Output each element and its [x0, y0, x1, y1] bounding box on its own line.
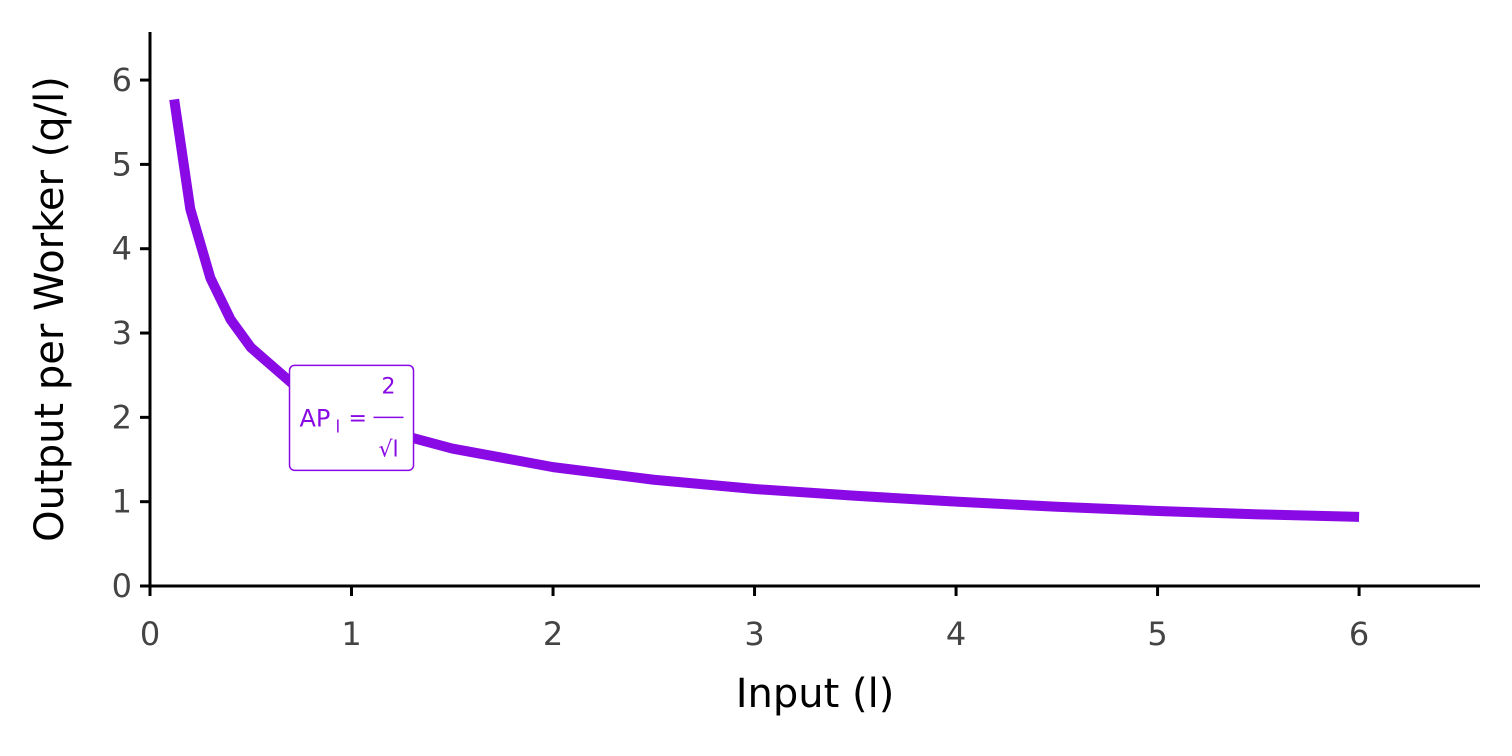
x-tick-label: 4	[946, 615, 966, 653]
y-tick-label: 2	[112, 398, 132, 436]
y-tick-label: 5	[112, 145, 132, 183]
y-axis-title: Output per Worker (q/l)	[27, 76, 73, 542]
x-tick-label: 0	[140, 615, 160, 653]
y-tick-label: 0	[112, 567, 132, 605]
data-line	[169, 98, 1360, 522]
annotation-main: AP	[300, 404, 331, 432]
y-tick-label: 4	[112, 230, 132, 268]
x-axis-title: Input (l)	[736, 671, 895, 717]
annotation-equals: =	[349, 406, 367, 431]
annotation-denominator: √l	[378, 437, 398, 462]
x-tick-label: 3	[744, 615, 764, 653]
x-tick-label: 2	[543, 615, 563, 653]
x-tick-label: 5	[1147, 615, 1167, 653]
y-tick-label: 6	[112, 61, 132, 99]
annotation-box	[288, 364, 415, 472]
y-tick-label: 1	[112, 483, 132, 521]
annotation-numerator: 2	[382, 374, 396, 399]
y-tick-label: 3	[112, 314, 132, 352]
x-tick-label: 1	[341, 615, 361, 653]
annotation-subscript: l	[336, 417, 341, 437]
annotation: AP l = 2 √l	[288, 364, 415, 472]
x-tick-label: 6	[1349, 615, 1369, 653]
